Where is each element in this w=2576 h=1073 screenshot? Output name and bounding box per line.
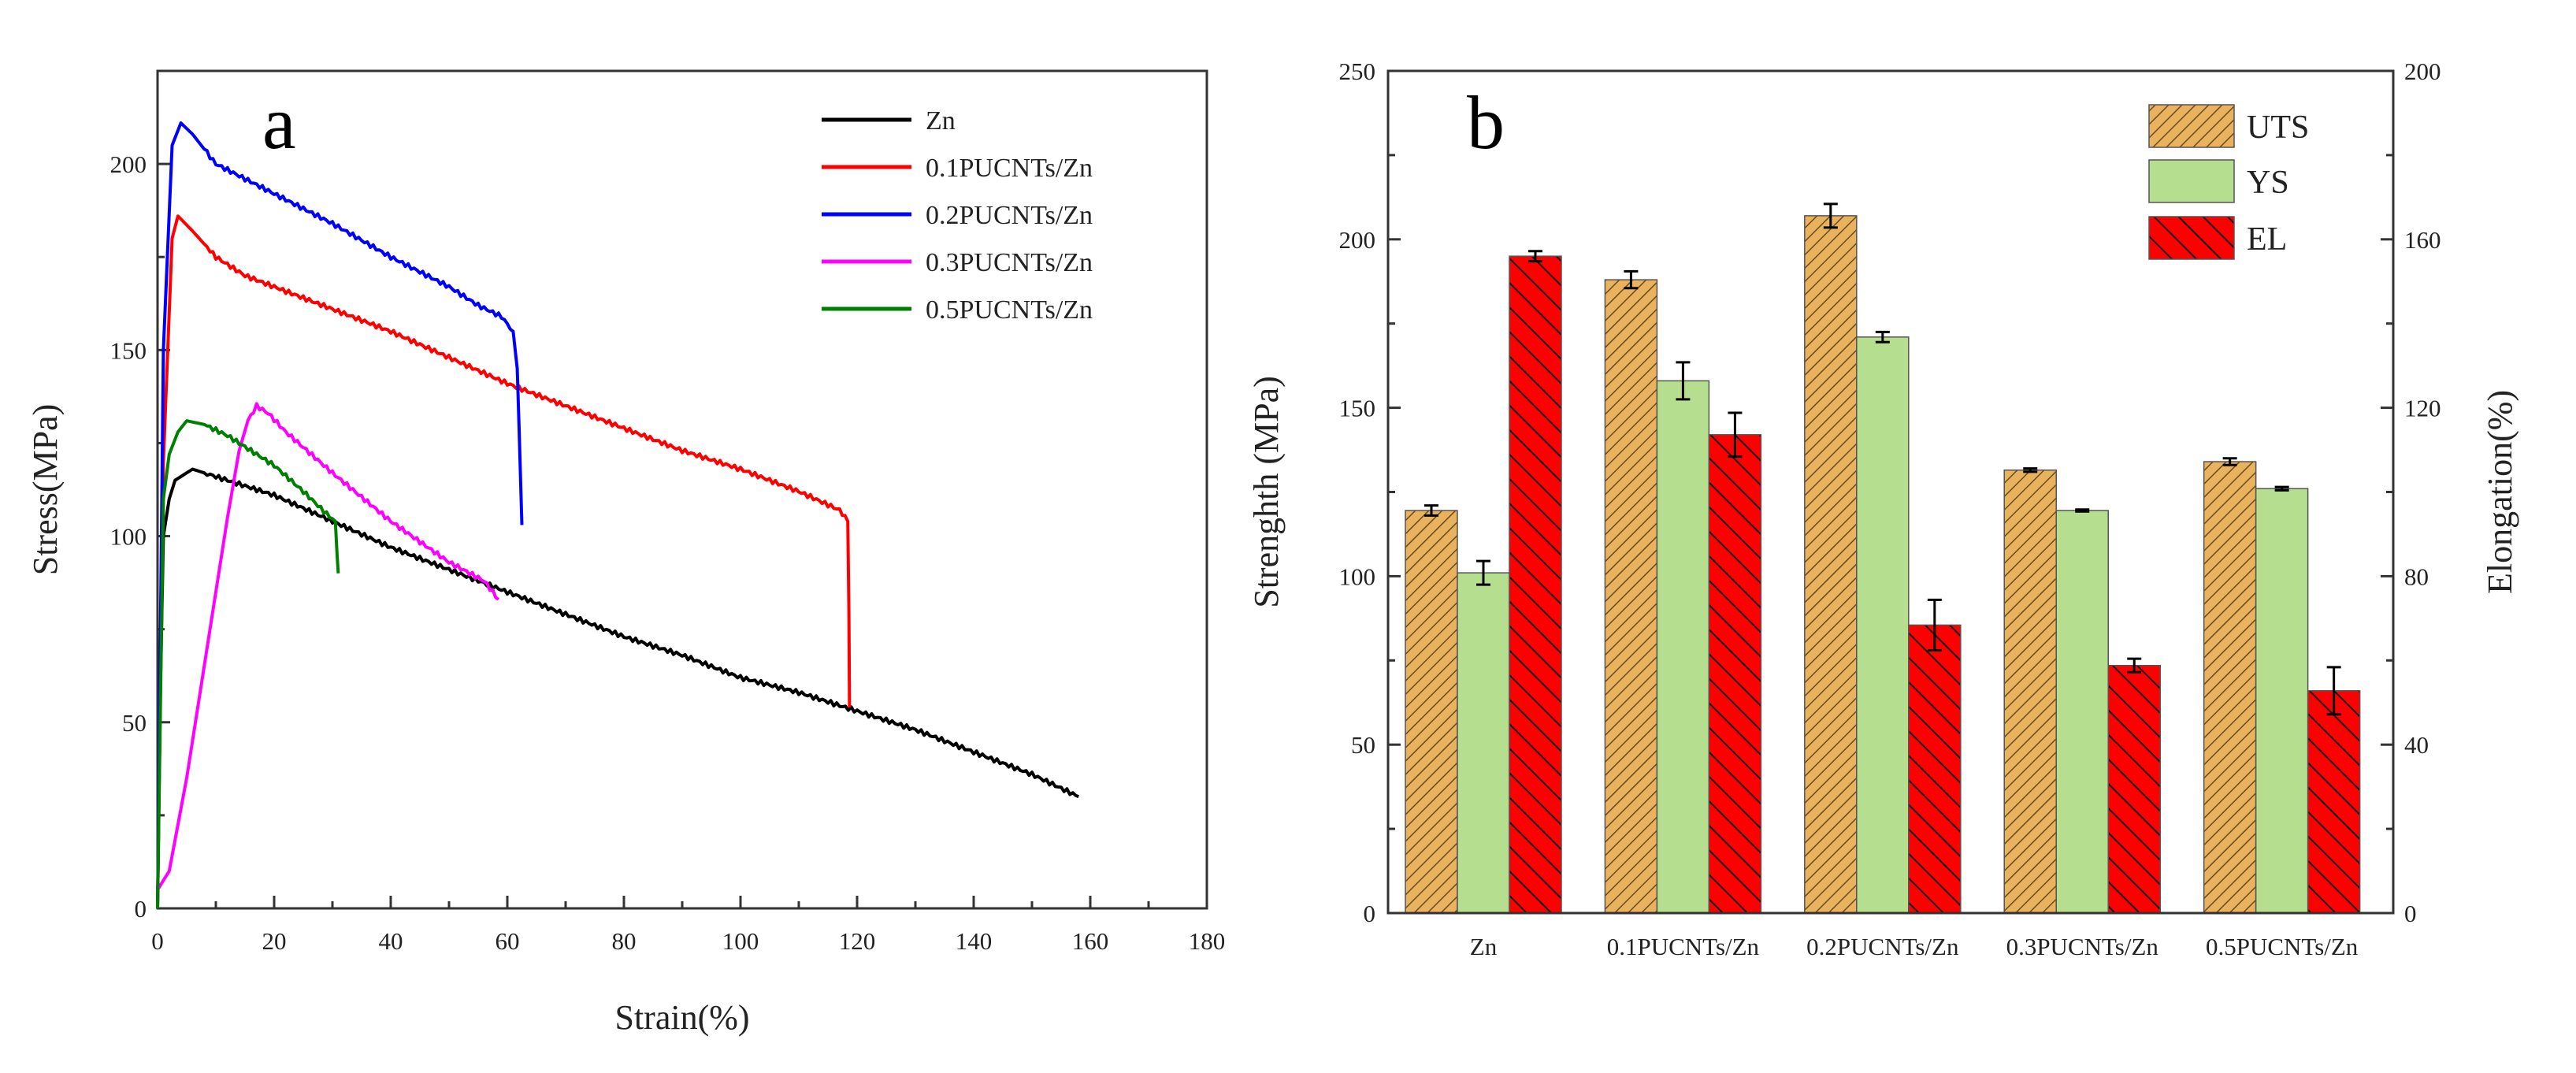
y2-tick-label: 80	[2404, 562, 2429, 590]
y-tick-label: 50	[1351, 731, 1375, 759]
legend-swatch	[2148, 159, 2235, 203]
bar-uts	[2003, 469, 2057, 914]
x-tick-label: 140	[956, 927, 993, 955]
x-tick-label: 40	[379, 927, 403, 955]
y-tick-label: 150	[110, 336, 147, 364]
x-tick-label: 80	[612, 927, 637, 955]
bar-el	[1509, 255, 1562, 914]
y2-axis-title: Elongation(%)	[2481, 390, 2519, 594]
y-tick-label: 200	[110, 150, 147, 178]
stress-strain-chart: 0 20 40 60 80 100 120 140 160 180 0 50 100 150 200 Stra…	[26, 69, 1226, 1037]
bar-uts	[1405, 510, 1458, 914]
bar-ys	[2055, 510, 2109, 914]
category-label: 0.5PUCNTs/Zn	[2206, 933, 2359, 960]
x-tick-label: 0	[151, 927, 164, 955]
bar-ys	[2255, 488, 2309, 914]
y-tick-label: 150	[1339, 395, 1376, 422]
legend-swatch	[2148, 104, 2235, 148]
series-line-0	[156, 467, 1079, 909]
legend-label: 0.2PUCNTs/Zn	[926, 201, 1093, 230]
y2-tick-label: 40	[2404, 731, 2429, 759]
x-tick-label: 20	[262, 927, 287, 955]
x-tick-label: 120	[839, 927, 876, 955]
y2-tick-label: 120	[2404, 395, 2441, 422]
y-tick-label: 100	[1339, 562, 1376, 590]
series-line-4	[156, 419, 340, 909]
series-line-1	[156, 214, 852, 909]
legend-swatch	[2148, 216, 2235, 260]
legend-label: UTS	[2247, 110, 2309, 146]
panel-label: b	[1467, 80, 1505, 165]
y2-tick-label: 200	[2404, 58, 2441, 85]
y-tick-label: 100	[110, 523, 147, 551]
legend-label: YS	[2247, 165, 2289, 201]
strength-bar-chart: 0 50 100 150 200 250 0 40 80 120 160 200 Zn 0.1PUCNTs…	[1247, 58, 2519, 960]
legend-label: Zn	[926, 106, 956, 136]
y-tick-label: 200	[1339, 226, 1376, 254]
y-tick-label: 0	[135, 895, 147, 923]
bar-uts	[1804, 215, 1858, 914]
bar-uts	[2203, 461, 2257, 914]
x-tick-label: 60	[496, 927, 520, 955]
y-tick-label: 250	[1339, 58, 1376, 85]
x-tick-label: 180	[1189, 927, 1226, 955]
bar-ys	[1656, 380, 1710, 914]
legend-label: EL	[2247, 221, 2287, 258]
category-label: 0.1PUCNTs/Zn	[1607, 933, 1760, 960]
bar-el	[2107, 664, 2161, 914]
y2-tick-label: 0	[2404, 900, 2417, 927]
x-axis-title: Strain(%)	[614, 998, 749, 1037]
bar-uts	[1604, 279, 1658, 914]
y-tick-label: 0	[1364, 900, 1376, 927]
bar-el	[2307, 690, 2361, 914]
panel-label: a	[262, 80, 296, 165]
bar-ys	[1856, 336, 1910, 914]
bar-el	[1908, 624, 1962, 914]
x-tick-label: 160	[1072, 927, 1109, 955]
x-tick-label: 100	[722, 927, 759, 955]
legend-label: 0.5PUCNTs/Zn	[926, 295, 1093, 325]
y-axis-title: Stress(MPa)	[26, 404, 65, 576]
series-line-3	[156, 402, 500, 891]
plot-frame	[1386, 69, 2395, 915]
legend-label: 0.3PUCNTs/Zn	[926, 248, 1093, 277]
bar-ys	[1457, 572, 1510, 914]
legend-label: 0.1PUCNTs/Zn	[926, 154, 1093, 183]
y-axis-title: Strenghth (MPa)	[1247, 376, 1286, 608]
series-line-2	[156, 121, 524, 909]
category-label: 0.3PUCNTs/Zn	[2006, 933, 2159, 960]
y2-tick-label: 160	[2404, 226, 2441, 254]
y-tick-label: 50	[122, 709, 147, 737]
category-label: Zn	[1470, 933, 1498, 960]
category-label: 0.2PUCNTs/Zn	[1806, 933, 1959, 960]
bar-el	[1708, 434, 1762, 914]
